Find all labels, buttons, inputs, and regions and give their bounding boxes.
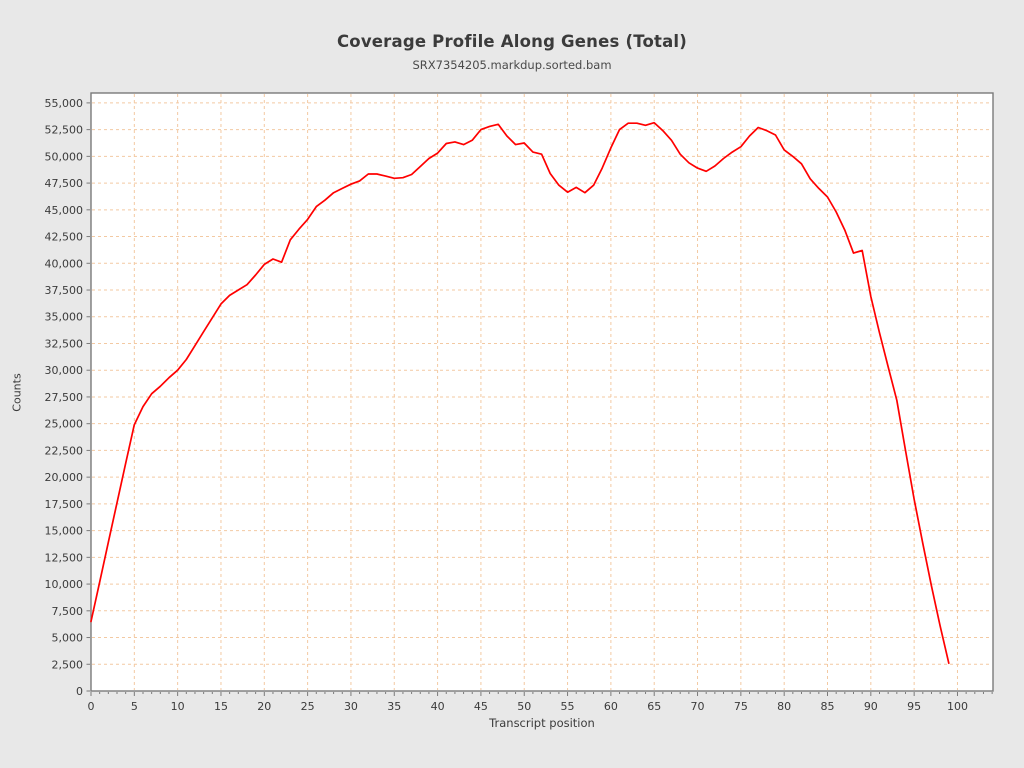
svg-text:20,000: 20,000 (45, 471, 84, 484)
svg-text:35,000: 35,000 (45, 311, 84, 324)
svg-text:55: 55 (561, 700, 575, 713)
svg-text:95: 95 (907, 700, 921, 713)
svg-text:17,500: 17,500 (45, 498, 84, 511)
svg-text:70: 70 (691, 700, 705, 713)
svg-text:30,000: 30,000 (45, 364, 84, 377)
gridlines (90, 94, 992, 692)
y-axis-label: Counts (10, 373, 24, 412)
svg-text:55,000: 55,000 (45, 97, 84, 110)
x-tick-labels: 0 5 10 15 20 25 30 35 40 45 50 55 60 65 70 75 80 85 90 95 10… (88, 700, 968, 713)
svg-text:40,000: 40,000 (45, 257, 84, 270)
svg-text:15,000: 15,000 (45, 525, 84, 538)
svg-text:37,500: 37,500 (45, 284, 84, 297)
svg-text:52,500: 52,500 (45, 124, 84, 137)
svg-text:2,500: 2,500 (52, 658, 84, 671)
svg-text:0: 0 (76, 685, 83, 698)
svg-text:30: 30 (344, 700, 358, 713)
svg-text:40: 40 (431, 700, 445, 713)
svg-text:65: 65 (647, 700, 661, 713)
svg-text:27,500: 27,500 (45, 391, 84, 404)
svg-text:42,500: 42,500 (45, 231, 84, 244)
svg-text:60: 60 (604, 700, 618, 713)
coverage-line (90, 121, 950, 665)
svg-text:45: 45 (474, 700, 488, 713)
plot-area (91, 93, 993, 691)
svg-text:7,500: 7,500 (52, 605, 84, 618)
svg-text:10: 10 (171, 700, 185, 713)
svg-text:5: 5 (131, 700, 138, 713)
svg-text:5,000: 5,000 (52, 632, 84, 645)
svg-text:100: 100 (947, 700, 968, 713)
axis-ticks (86, 102, 993, 696)
x-axis-label: Transcript position (489, 716, 595, 730)
svg-text:25: 25 (301, 700, 315, 713)
svg-text:75: 75 (734, 700, 748, 713)
svg-text:20: 20 (257, 700, 271, 713)
svg-text:25,000: 25,000 (45, 418, 84, 431)
svg-text:32,500: 32,500 (45, 337, 84, 350)
svg-text:0: 0 (88, 700, 95, 713)
svg-text:35: 35 (387, 700, 401, 713)
svg-text:10,000: 10,000 (45, 578, 84, 591)
svg-text:47,500: 47,500 (45, 177, 84, 190)
plot-frame (90, 92, 994, 692)
chart-subtitle: SRX7354205.markdup.sorted.bam (412, 58, 612, 72)
svg-text:50: 50 (517, 700, 531, 713)
svg-text:22,500: 22,500 (45, 444, 84, 457)
chart-title: Coverage Profile Along Genes (Total) (336, 32, 688, 51)
svg-text:15: 15 (214, 700, 228, 713)
svg-text:90: 90 (864, 700, 878, 713)
svg-text:85: 85 (821, 700, 835, 713)
svg-text:50,000: 50,000 (45, 150, 84, 163)
svg-text:45,000: 45,000 (45, 204, 84, 217)
svg-text:12,500: 12,500 (45, 551, 84, 564)
svg-text:80: 80 (777, 700, 791, 713)
y-tick-labels: 0 2,500 5,000 7,500 10,000 12,500 15,000 17,500… (45, 97, 84, 698)
